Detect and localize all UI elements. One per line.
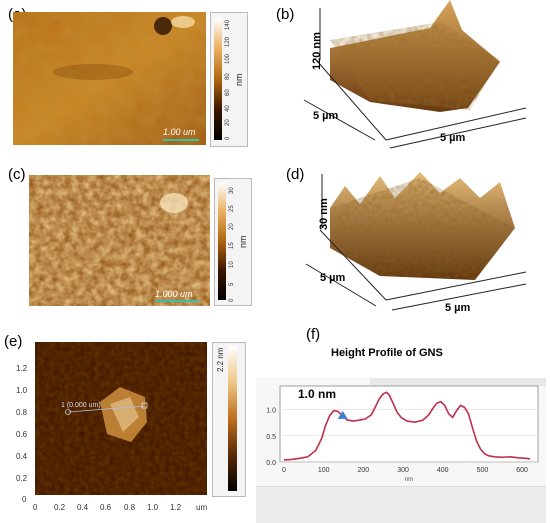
colorbar-tick: 120 bbox=[225, 36, 231, 47]
y-tick-label: 0.0 bbox=[266, 460, 276, 467]
colorbar-tick: 15 bbox=[229, 242, 235, 249]
chart-footer-panel bbox=[256, 486, 546, 523]
colorbar-tick: 140 bbox=[225, 19, 231, 30]
y-dimension-label-d: 5 µm bbox=[320, 272, 346, 284]
afm-image-e: 1 (0.000 um) bbox=[35, 342, 207, 495]
panel-label-b: (b) bbox=[276, 6, 295, 23]
peak-marker-icon bbox=[337, 410, 348, 419]
afm-image-a: 1.00 um bbox=[13, 12, 206, 145]
axis-unit-e: um bbox=[196, 503, 208, 512]
y-tick-label: 0.5 bbox=[266, 434, 276, 441]
axis-tick: 1.2 bbox=[170, 503, 182, 512]
x-axis-label: nm bbox=[405, 477, 413, 483]
colorbar-tick: 60 bbox=[225, 89, 231, 96]
axis-tick: 0 bbox=[33, 503, 38, 512]
afm-image-c: 1.000 um bbox=[29, 175, 210, 306]
colorbar-a bbox=[214, 18, 222, 140]
afm-topography-e bbox=[35, 342, 207, 495]
colorbar-tick: 5 bbox=[229, 282, 235, 286]
axis-tick: 1.0 bbox=[16, 386, 28, 395]
axis-tick: 0.6 bbox=[100, 503, 112, 512]
colorbar-tick: 10 bbox=[229, 261, 235, 268]
scale-bar-label-a: 1.00 um bbox=[163, 127, 196, 137]
x-dimension-label-b: 5 µm bbox=[440, 132, 466, 144]
x-tick-label: 300 bbox=[397, 467, 409, 474]
x-tick-label: 100 bbox=[318, 467, 330, 474]
axis-tick: 0.8 bbox=[16, 408, 28, 417]
colorbar-e bbox=[228, 345, 237, 491]
axis-tick: 0.2 bbox=[54, 503, 66, 512]
x-dimension-label-d: 5 µm bbox=[445, 302, 471, 314]
y-dimension-label-b: 5 µm bbox=[313, 110, 339, 122]
axis-tick: 0.8 bbox=[124, 503, 136, 512]
x-tick-label: 500 bbox=[477, 467, 489, 474]
profile-marker-label: 1 (0.000 um) bbox=[61, 402, 101, 409]
scale-bar-a bbox=[163, 139, 199, 141]
profile-annotation: 1.0 nm bbox=[298, 387, 337, 401]
panel-label-d: (d) bbox=[286, 166, 305, 183]
colorbar-tick: 25 bbox=[229, 205, 235, 212]
colorbar-label-e: 2.2 nm bbox=[216, 347, 225, 372]
panel-label-e: (e) bbox=[4, 333, 23, 350]
panel-label-c: (c) bbox=[8, 166, 26, 183]
panel-label-f: (f) bbox=[306, 326, 321, 343]
colorbar-tick: 0 bbox=[229, 298, 235, 302]
chart-toolbar-strip bbox=[370, 378, 546, 386]
axis-tick: 0.6 bbox=[16, 430, 28, 439]
colorbar-c bbox=[218, 182, 226, 300]
afm-topography-c bbox=[29, 175, 210, 306]
afm-3d-surface-d bbox=[305, 172, 527, 311]
scale-bar-c bbox=[155, 300, 199, 302]
profile-line bbox=[283, 391, 531, 461]
y-tick-label: 1.0 bbox=[266, 408, 276, 415]
axis-tick: 1.2 bbox=[16, 364, 28, 373]
x-tick-label: 600 bbox=[516, 467, 528, 474]
colorbar-tick: 30 bbox=[229, 187, 235, 194]
colorbar-tick: 80 bbox=[225, 73, 231, 80]
colorbar-tick: 20 bbox=[225, 119, 231, 126]
plot-frame bbox=[279, 385, 539, 463]
colorbar-tick: 40 bbox=[225, 105, 231, 112]
x-tick-label: 0 bbox=[282, 467, 286, 474]
chart-title: Height Profile of GNS bbox=[331, 347, 443, 359]
afm-3d-surface-b bbox=[303, 0, 527, 149]
colorbar-tick: 20 bbox=[229, 223, 235, 230]
z-scale-label-d: 30 nm bbox=[318, 198, 330, 230]
axis-tick: 1.0 bbox=[147, 503, 159, 512]
x-tick-label: 200 bbox=[358, 467, 370, 474]
z-scale-label-b: 120 nm bbox=[311, 32, 323, 70]
colorbar-tick: 100 bbox=[225, 53, 231, 64]
x-tick-label: 400 bbox=[437, 467, 449, 474]
axis-tick: 0.2 bbox=[16, 474, 28, 483]
axis-tick: 0 bbox=[22, 495, 27, 504]
afm-topography-a bbox=[13, 12, 206, 145]
axis-tick: 0.4 bbox=[77, 503, 89, 512]
axis-tick: 0.4 bbox=[16, 452, 28, 461]
colorbar-unit-c: nm bbox=[238, 235, 248, 248]
colorbar-tick: 0 bbox=[225, 136, 231, 140]
height-profile-chart: 0.0 0.5 1.0 0 100 200 300 400 500 600 nm bbox=[266, 385, 539, 483]
colorbar-unit-a: nm bbox=[234, 73, 244, 86]
scale-bar-label-c: 1.000 um bbox=[155, 289, 193, 299]
